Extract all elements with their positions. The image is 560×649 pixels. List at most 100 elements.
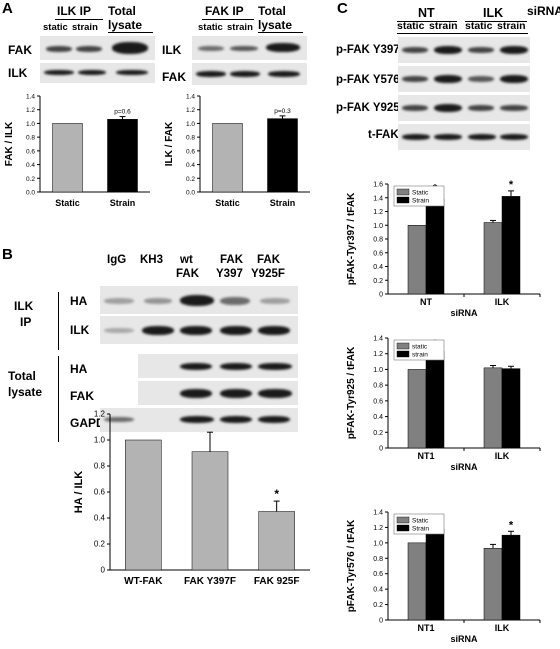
blot-c-y397 xyxy=(398,37,530,63)
lane-y397: Y397 xyxy=(216,268,243,280)
legend-swatch xyxy=(396,188,410,196)
y-tick-label: 0.6 xyxy=(26,148,35,155)
bar xyxy=(425,351,445,449)
y-tick-label: 1.0 xyxy=(26,121,35,128)
bar xyxy=(425,198,445,295)
y-tick-label: 0.6 xyxy=(94,488,106,497)
x-tick-label: FAK Y397F xyxy=(184,576,236,587)
y-tick-label: 0.8 xyxy=(186,135,195,142)
x-tick-label: ILK xyxy=(495,297,510,307)
row-label-ilk: ILK xyxy=(162,43,182,57)
chart-c-y925: 0 0.2 0.4 0.6 0.8 1.0 1.2 1.4 pFAK-Tyr925 / tFAK… xyxy=(346,336,541,472)
cond-static: static xyxy=(198,22,223,33)
significance-mark: * xyxy=(509,179,514,191)
y-tick-label: 0 xyxy=(379,292,383,299)
cond-strain: strain xyxy=(72,22,98,33)
row-pfak-y925: p-FAK Y925 xyxy=(336,102,400,114)
bar xyxy=(125,439,162,571)
y-tick-label: 1.2 xyxy=(373,209,383,216)
y-axis-label: pFAK-Tyr576 / tFAK xyxy=(346,519,357,612)
y-tick-label: 0.2 xyxy=(186,176,195,183)
row-ha-total: HA xyxy=(70,362,88,376)
y-tick-label: 1.0 xyxy=(373,367,383,374)
lane-igg: IgG xyxy=(107,254,127,266)
lysate-title: lysate xyxy=(258,18,293,32)
bar xyxy=(483,548,503,621)
y-tick-label: 0.4 xyxy=(373,264,383,271)
row-label-fak: FAK xyxy=(162,70,186,84)
y-axis-label: FAK / ILK xyxy=(4,121,15,166)
y-tick-label: 0.8 xyxy=(373,383,383,390)
y-tick-label: 0.4 xyxy=(94,514,106,523)
y-tick-label: 0.6 xyxy=(186,148,195,155)
row-fak-total: FAK xyxy=(70,389,94,403)
y-tick-label: 1.0 xyxy=(373,223,383,230)
y-tick-label: 0.2 xyxy=(373,278,383,285)
x-tick-label: Strain xyxy=(270,198,296,208)
y-tick-label: 0.8 xyxy=(373,237,383,244)
chart-c-y576: 0 0.2 0.4 0.6 0.8 1.0 1.2 1.4 pFAK-Tyr576 / tFAK… xyxy=(346,510,541,644)
y-tick-label: 0.4 xyxy=(186,162,195,169)
x-tick-label: WT-FAK xyxy=(124,576,163,587)
x-tick-label: Strain xyxy=(110,198,136,208)
y-tick-label: 0.8 xyxy=(373,556,383,563)
legend-label: Static xyxy=(412,518,429,525)
y-tick-label: 0.4 xyxy=(373,414,383,421)
x-axis-label: siRNA xyxy=(450,462,478,472)
blot-b-ha-total xyxy=(138,354,298,378)
y-axis-label: HA / ILK xyxy=(73,471,85,513)
row-tfak: t-FAK xyxy=(368,129,399,141)
legend-label: Strain xyxy=(412,198,429,205)
panel-b-blot: IgG KH3 wt FAK FAK Y397 FAK Y925F ILK IP… xyxy=(0,244,330,442)
bar xyxy=(501,534,521,621)
blot-ilk xyxy=(40,63,155,83)
cond-static: static xyxy=(43,22,68,33)
bar xyxy=(501,368,521,449)
lane-fak-y925f: FAK xyxy=(257,254,280,266)
legend-swatch xyxy=(396,516,410,524)
bar xyxy=(191,451,229,571)
panel-a-left-blot: ILK IP Total lysate static strain FAK IL… xyxy=(0,0,160,90)
group-lysate: lysate xyxy=(8,385,43,399)
y-tick-label: 1.2 xyxy=(373,351,383,358)
bar xyxy=(258,511,295,571)
bar xyxy=(212,123,243,193)
row-ha: HA xyxy=(70,294,88,308)
chart-a-left: 0.0 0.2 0.4 0.6 0.8 1.0 1.2 1.4 FAK / ILK Static p… xyxy=(4,94,150,208)
y-tick-label: 1.6 xyxy=(373,182,383,189)
blot-c-y576 xyxy=(398,66,530,92)
y-tick-label: 0.6 xyxy=(373,250,383,257)
bar xyxy=(407,369,427,449)
y-tick-label: 0.0 xyxy=(186,190,195,197)
y-tick-label: 0 xyxy=(101,566,106,575)
cond-static: static xyxy=(465,20,493,32)
bar xyxy=(107,119,138,193)
y-tick-label: 1.0 xyxy=(94,436,106,445)
bar xyxy=(483,222,503,295)
blot-b-gapdh xyxy=(100,408,298,432)
x-tick-label: NT1 xyxy=(417,623,434,633)
sirna-label: siRNA xyxy=(527,4,560,18)
y-tick-label: 1.4 xyxy=(26,94,35,101)
lane-y925f: Y925F xyxy=(251,268,285,280)
y-axis-label: pFAK-Tyr925 / tFAK xyxy=(346,346,357,439)
row-pfak-y397: p-FAK Y397 xyxy=(336,44,400,56)
cond-strain: strain xyxy=(429,20,458,32)
bar xyxy=(52,123,83,193)
panel-letter-a: A xyxy=(2,0,13,17)
group-ip: IP xyxy=(20,315,32,329)
blot-fak xyxy=(40,36,155,60)
fak-ip-title: FAK IP xyxy=(205,4,244,18)
blot-ilk xyxy=(192,36,307,60)
y-tick-label: 0.6 xyxy=(373,571,383,578)
legend-label: strain xyxy=(412,352,428,359)
y-tick-label: 0.4 xyxy=(26,162,35,169)
lane-wt: wt xyxy=(180,254,193,266)
blot-c-y925 xyxy=(398,95,530,121)
significance-mark: * xyxy=(274,487,279,501)
bar xyxy=(483,367,503,449)
legend-label: static xyxy=(412,344,428,351)
y-tick-label: 0 xyxy=(379,446,383,453)
blot-c-tfak xyxy=(398,124,530,150)
y-tick-label: 1.2 xyxy=(26,107,35,114)
